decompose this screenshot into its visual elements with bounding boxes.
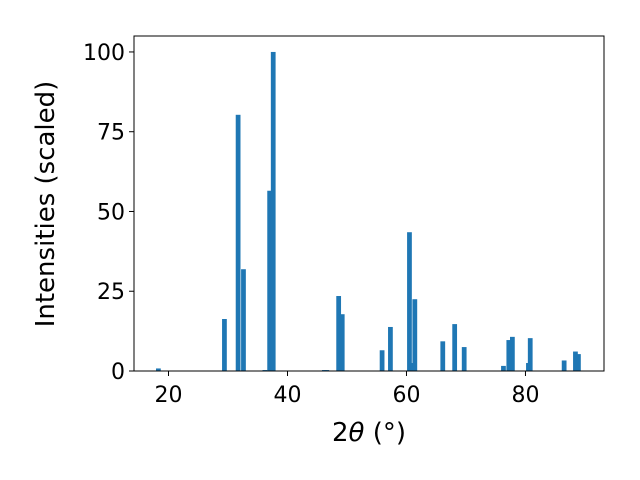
bar-20 [506, 340, 512, 371]
bar-19 [501, 365, 506, 371]
x-axis-label-symbol: θ [349, 418, 365, 448]
y-tick-label: 75 [97, 121, 125, 146]
y-ticks-group: 0 25 50 75 100 [83, 41, 134, 385]
bar-3 [241, 269, 246, 371]
x-axis-label-prefix: 2 [332, 418, 349, 448]
bar-23 [527, 338, 533, 371]
x-tick-label: 60 [392, 383, 420, 408]
bar-6 [270, 51, 276, 371]
y-tick-label: 50 [97, 200, 125, 225]
bar-9 [336, 296, 342, 371]
bar-26 [576, 354, 581, 371]
bars-group [156, 51, 581, 372]
y-tick-label: 0 [111, 360, 125, 385]
x-ticks-group: 20 40 60 80 [155, 371, 539, 408]
x-axis-label-suffix: (°) [364, 418, 406, 448]
bar-2 [235, 114, 241, 372]
bar-15 [412, 299, 418, 371]
bar-11 [379, 350, 385, 371]
bar-10 [339, 314, 345, 371]
bar-13 [407, 232, 412, 371]
bar-24 [561, 360, 567, 371]
y-tick-label: 100 [83, 41, 125, 66]
bar-1 [222, 319, 227, 371]
bar-0 [156, 368, 161, 371]
bar-25 [573, 351, 578, 371]
y-axis-label: Intensities (scaled) [31, 81, 61, 328]
bar-12 [388, 326, 393, 371]
x-tick-label: 80 [511, 383, 539, 408]
bar-16 [440, 341, 446, 371]
y-tick-label: 25 [97, 280, 125, 305]
bar-17 [452, 324, 458, 371]
x-tick-label: 20 [155, 383, 183, 408]
bar-21 [510, 336, 515, 371]
bar-5 [267, 190, 273, 371]
x-tick-label: 40 [273, 383, 301, 408]
plot-frame [133, 35, 605, 372]
bar-18 [461, 347, 467, 371]
x-axis-label: 2θ (°) [332, 418, 406, 448]
